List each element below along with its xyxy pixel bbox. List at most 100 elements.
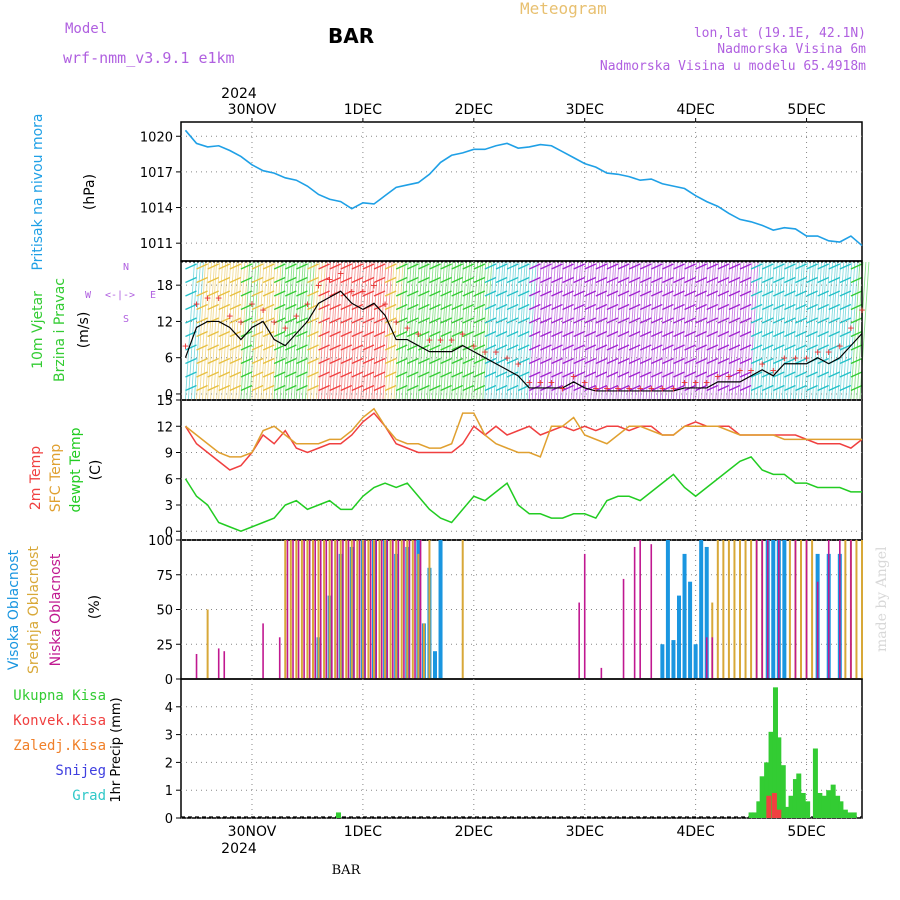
wind-streak bbox=[312, 261, 323, 400]
wind-barb bbox=[750, 263, 763, 270]
wind-barb bbox=[262, 263, 275, 270]
wind-barb bbox=[761, 384, 774, 392]
wind-barb bbox=[528, 357, 541, 365]
wind-barb bbox=[395, 276, 408, 284]
wind-barb bbox=[850, 371, 863, 378]
precip-total-bar bbox=[772, 687, 778, 818]
wind-barb bbox=[207, 276, 219, 284]
wind-streak bbox=[789, 261, 800, 400]
wind-barb bbox=[606, 384, 619, 392]
wind-barb bbox=[506, 303, 519, 311]
wind-streak bbox=[257, 261, 268, 400]
x-label-top: 30NOV bbox=[228, 102, 277, 118]
wind-barb bbox=[761, 290, 774, 297]
low-cloud-bar bbox=[392, 540, 394, 679]
wind-barb bbox=[540, 290, 552, 297]
wind-barb bbox=[429, 384, 441, 392]
wind-barb bbox=[262, 317, 275, 324]
wind-barb bbox=[307, 344, 319, 351]
elevation-label: Nadmorska Visina 6m bbox=[717, 42, 866, 57]
wind-barb bbox=[839, 276, 852, 284]
wind-barb bbox=[761, 344, 774, 351]
wind-gust-marker: + bbox=[326, 273, 333, 286]
wind-barb bbox=[273, 330, 286, 338]
wind-barb bbox=[850, 263, 863, 270]
precip-total-bar bbox=[826, 790, 832, 818]
wind-gust-marker: + bbox=[238, 315, 245, 328]
low-cloud-bar bbox=[314, 540, 317, 679]
wind-barb bbox=[673, 263, 685, 270]
wind-barb bbox=[273, 357, 286, 365]
wind-streak bbox=[842, 261, 853, 400]
wind-barb bbox=[207, 330, 219, 338]
precip-total-bar bbox=[830, 784, 836, 818]
wind-gust-marker: + bbox=[859, 303, 866, 316]
x-label-bottom: 3DEC bbox=[566, 824, 605, 840]
wind-gust-marker: + bbox=[570, 370, 577, 383]
wind-streak bbox=[704, 261, 715, 400]
wind-barb bbox=[284, 344, 297, 351]
wind-barb bbox=[639, 290, 652, 297]
wind-barb bbox=[739, 290, 752, 297]
wind-barb bbox=[218, 303, 231, 311]
low-cloud-bar bbox=[766, 540, 769, 679]
precip-total-bar bbox=[847, 812, 853, 818]
wind-barb bbox=[728, 330, 741, 338]
mid-cloud-bar bbox=[400, 540, 403, 679]
wind-barb bbox=[207, 344, 219, 351]
wind-barb bbox=[418, 344, 430, 351]
wind-barb bbox=[362, 357, 375, 365]
wind-streak bbox=[254, 261, 265, 400]
wind-streak bbox=[712, 261, 723, 400]
wind-barb bbox=[196, 317, 208, 324]
wind-barb bbox=[728, 344, 741, 351]
wind-barb bbox=[384, 317, 397, 324]
precip-total-bar bbox=[764, 762, 770, 818]
wind-barb bbox=[673, 357, 685, 365]
wind-barb bbox=[406, 330, 419, 338]
wind-barb bbox=[406, 317, 419, 324]
wind-gust-marker: + bbox=[681, 376, 688, 389]
wind-gust-marker: + bbox=[415, 328, 422, 341]
wind-barb bbox=[706, 330, 719, 338]
wind-barb bbox=[839, 344, 852, 351]
wind-gust-marker: + bbox=[670, 382, 677, 395]
wind-barb bbox=[773, 263, 785, 270]
wind-barb bbox=[318, 357, 330, 365]
wind-streak bbox=[834, 261, 845, 400]
wind-streak bbox=[626, 261, 637, 400]
wind-gust-marker: + bbox=[260, 303, 267, 316]
wind-barb bbox=[750, 276, 763, 284]
precip-total-bar bbox=[785, 806, 791, 818]
wind-barb bbox=[229, 344, 242, 351]
wind-barb bbox=[628, 317, 641, 324]
wind-barb bbox=[484, 290, 497, 297]
wind-barb bbox=[695, 290, 707, 297]
wind-streak bbox=[531, 261, 542, 400]
wind-streak bbox=[282, 261, 293, 400]
wind-barb bbox=[562, 330, 574, 338]
wind-streak bbox=[542, 261, 553, 400]
wind-barb bbox=[684, 290, 696, 297]
wind-streak bbox=[434, 261, 445, 400]
wind-streak bbox=[670, 261, 681, 400]
wind-streak bbox=[431, 261, 442, 400]
wind-barb bbox=[240, 276, 253, 284]
wind-barb bbox=[573, 344, 585, 351]
wind-gust-marker: + bbox=[637, 382, 644, 395]
wind-barb bbox=[584, 263, 597, 270]
wind-barb bbox=[318, 263, 330, 270]
wind-streak bbox=[634, 261, 645, 400]
wind-streak bbox=[504, 261, 515, 400]
wind-barb bbox=[739, 357, 752, 365]
low-cloud-label: Niska Oblacnost bbox=[48, 553, 64, 666]
wind-streak bbox=[576, 261, 587, 400]
wind-barb bbox=[251, 263, 264, 270]
mid-cloud-bar bbox=[744, 540, 747, 679]
wind-barb bbox=[795, 371, 807, 378]
wind-gust-marker: + bbox=[526, 376, 533, 389]
wind-streak bbox=[309, 261, 320, 400]
wind-barb bbox=[462, 371, 475, 378]
wind-barb bbox=[684, 276, 696, 284]
wind-barb bbox=[196, 290, 208, 297]
